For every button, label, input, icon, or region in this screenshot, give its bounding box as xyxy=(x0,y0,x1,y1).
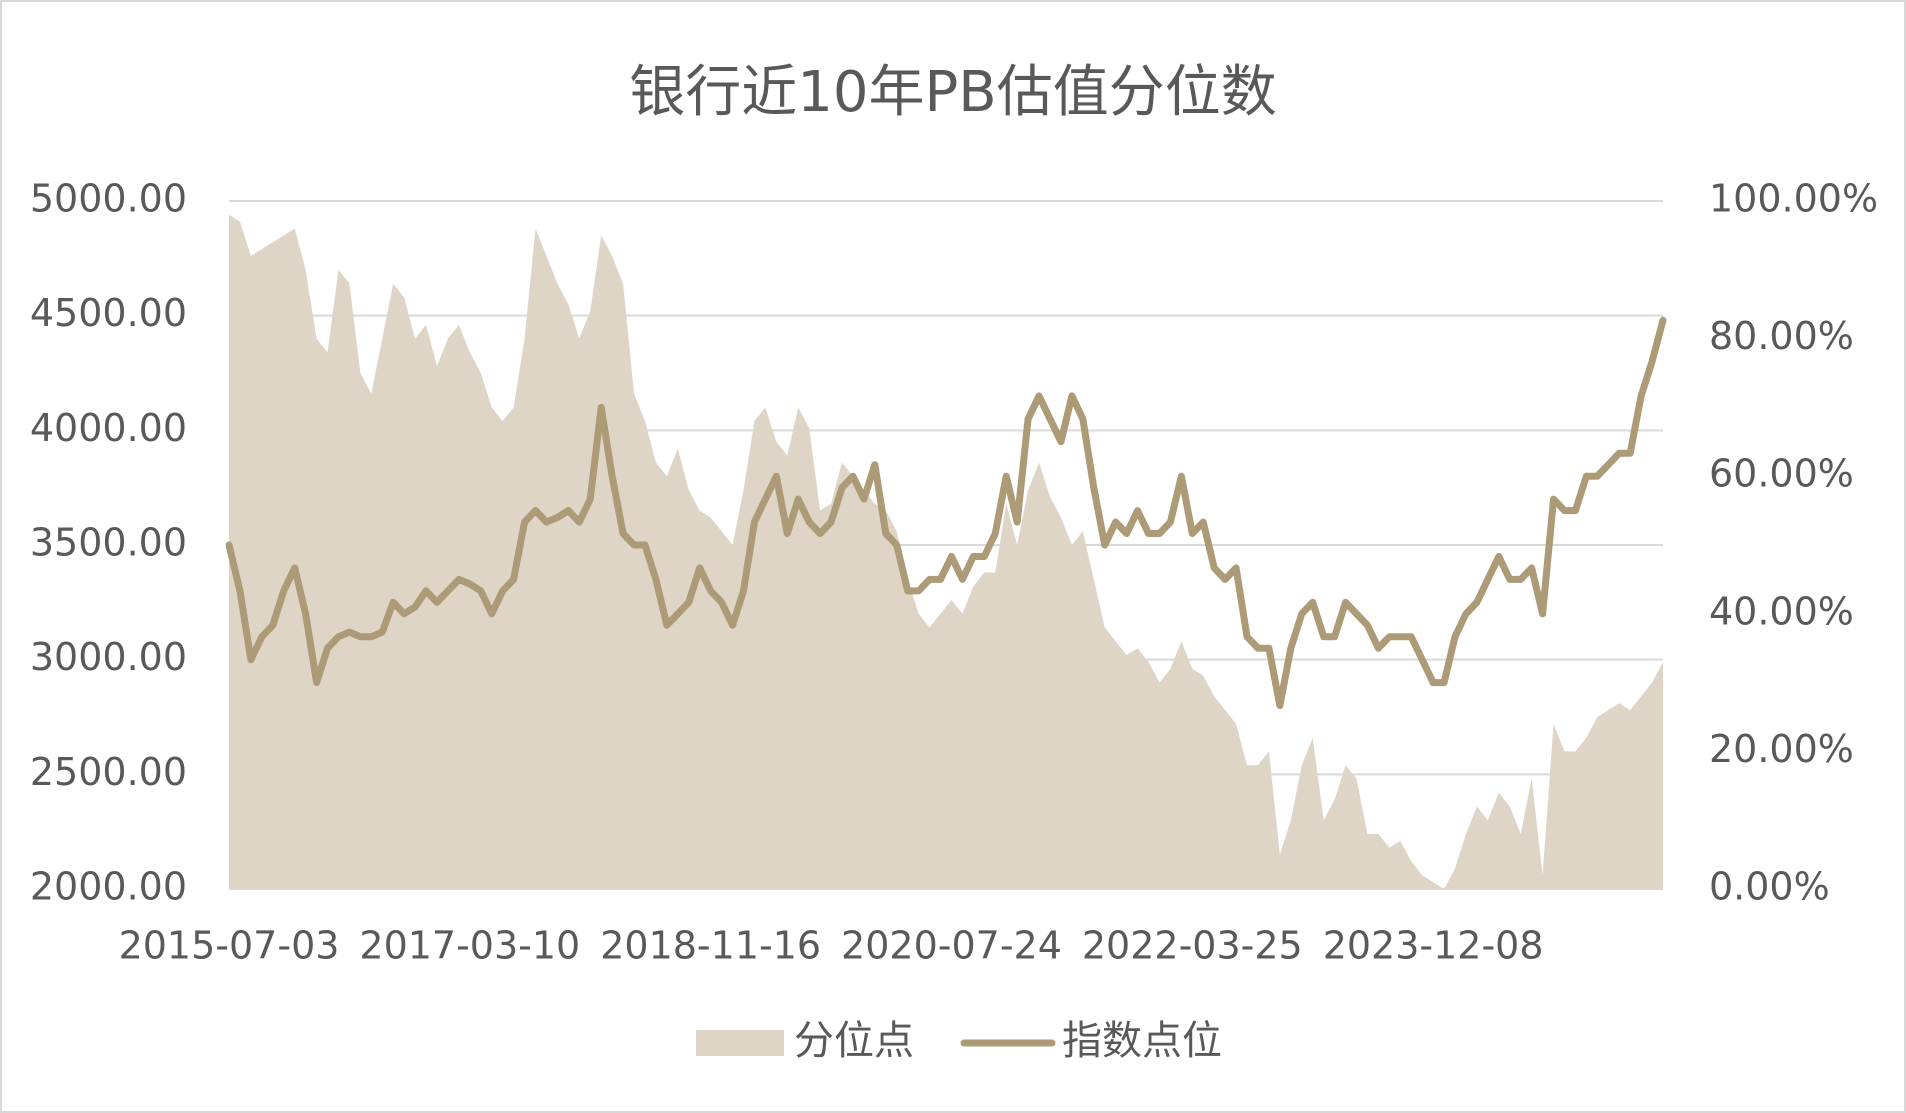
x-tick-label: 2018-11-16 xyxy=(600,924,821,968)
line xyxy=(225,316,1667,710)
y-tick-label: 2500.00 xyxy=(30,750,187,794)
y2-tick-label: 100.00% xyxy=(1709,177,1878,221)
y2-tick-label: 60.00% xyxy=(1709,452,1854,496)
y-tick-label: 3000.00 xyxy=(30,635,187,679)
y2-tick-label: 20.00% xyxy=(1709,727,1854,771)
y-tick-label: 4500.00 xyxy=(30,291,187,335)
y2-tick-label: 40.00% xyxy=(1709,589,1854,633)
y2-tick-label: 0.00% xyxy=(1709,865,1830,909)
y-tick-label: 5000.00 xyxy=(30,177,187,221)
x-tick-label: 2017-03-10 xyxy=(359,924,580,968)
legend-label: 分位点 xyxy=(794,1018,914,1064)
area xyxy=(229,214,1663,889)
x-tick-label: 2020-07-24 xyxy=(841,924,1062,968)
y2-tick-label: 80.00% xyxy=(1709,314,1854,358)
chart-title: 银行近10年PB估值分位数 xyxy=(629,60,1276,125)
x-tick-label: 2022-03-25 xyxy=(1082,924,1303,968)
legend-label: 指数点位 xyxy=(1062,1018,1222,1064)
x-tick-label: 2015-07-03 xyxy=(119,924,340,968)
legend-swatch xyxy=(696,1030,784,1056)
y-tick-label: 4000.00 xyxy=(30,406,187,450)
y-tick-label: 3500.00 xyxy=(30,521,187,565)
y-tick-label: 2000.00 xyxy=(30,865,187,909)
x-tick-label: 2023-12-08 xyxy=(1323,924,1544,968)
